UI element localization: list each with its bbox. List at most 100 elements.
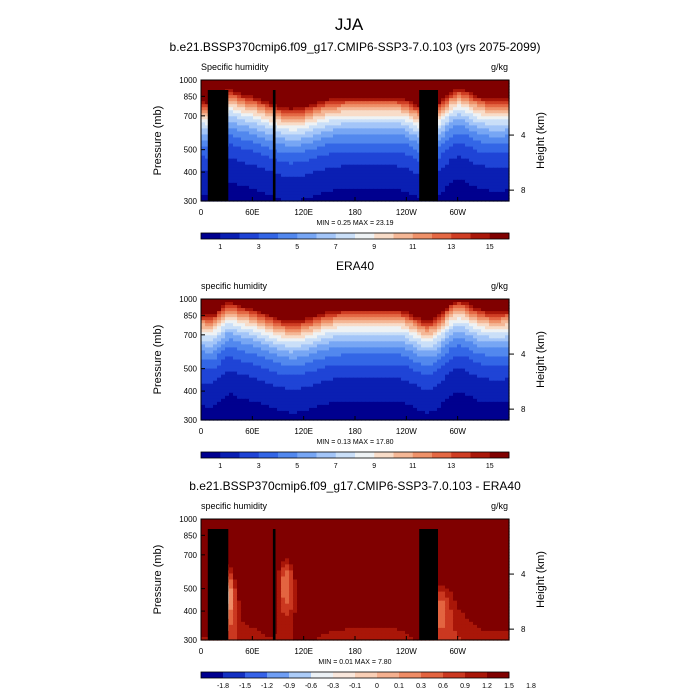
contour-cell [405, 176, 410, 181]
contour-cell [257, 155, 262, 160]
contour-cell [381, 107, 386, 111]
contour-cell [413, 131, 418, 136]
contour-cell [401, 122, 406, 126]
contour-cell [249, 155, 254, 160]
contour-cell [201, 179, 206, 184]
contour-cell [345, 143, 350, 148]
contour-cell [449, 80, 454, 84]
contour-cell [317, 149, 322, 154]
contour-cell [385, 179, 390, 184]
contour-cell [477, 83, 482, 87]
contour-cell [397, 119, 402, 123]
contour-cell [213, 80, 218, 84]
contour-cell [365, 131, 370, 136]
contour-cell [297, 143, 302, 148]
contour-cell [453, 119, 458, 123]
contour-cell [437, 164, 442, 169]
contour-cell [205, 83, 210, 87]
contour-cell [373, 176, 378, 181]
contour-cell [341, 158, 346, 163]
contour-cell [441, 152, 446, 157]
contour-cell [337, 167, 342, 172]
contour-cell [249, 128, 254, 133]
contour-cell [281, 86, 286, 90]
contour-cell [489, 137, 494, 142]
contour-cell [405, 95, 410, 99]
contour-cell [481, 119, 486, 123]
contour-cell [205, 104, 210, 108]
contour-cell [249, 149, 254, 154]
contour-cell [485, 125, 490, 130]
contour-cell [325, 155, 330, 160]
contour-cell [357, 149, 362, 154]
contour-cell [485, 149, 490, 154]
contour-cell [261, 101, 266, 105]
contour-cell [469, 176, 474, 181]
contour-cell [401, 143, 406, 148]
contour-cell [465, 104, 470, 108]
contour-cell [349, 125, 354, 130]
contour-cell [325, 104, 330, 108]
contour-cell [341, 143, 346, 148]
contour-cell [233, 122, 238, 126]
contour-cell [477, 146, 482, 151]
contour-cell [237, 86, 242, 90]
contour-cell [469, 164, 474, 169]
contour-cell [357, 131, 362, 136]
contour-cell [229, 89, 234, 93]
contour-cell [477, 173, 482, 178]
contour-cell [293, 149, 298, 154]
contour-cell [465, 155, 470, 160]
contour-cell [365, 119, 370, 123]
contour-cell [241, 101, 246, 105]
contour-cell [485, 155, 490, 160]
contour-cell [505, 182, 510, 187]
contour-cell [373, 98, 378, 102]
contour-cell [305, 140, 310, 145]
contour-cell [445, 170, 450, 175]
contour-cell [353, 176, 358, 181]
contour-cell [389, 122, 394, 126]
contour-cell [385, 152, 390, 157]
contour-cell [329, 167, 334, 172]
contour-cell [457, 119, 462, 123]
contour-cell [397, 179, 402, 184]
contour-cell [369, 143, 374, 148]
contour-cell [369, 83, 374, 87]
contour-cell [469, 140, 474, 145]
contour-cell [321, 83, 326, 87]
y-tick-label: 1000 [179, 76, 197, 85]
contour-cell [493, 140, 498, 145]
contour-cell [253, 146, 258, 151]
contour-cell [469, 182, 474, 187]
contour-cell [485, 134, 490, 139]
colorbar-swatch [258, 233, 279, 239]
contour-cell [337, 179, 342, 184]
contour-cell [313, 83, 318, 87]
contour-cell [453, 110, 458, 114]
contour-cell [361, 179, 366, 184]
contour-cell [409, 146, 414, 151]
contour-cell [505, 95, 510, 99]
contour-cell [457, 149, 462, 154]
contour-cell [481, 89, 486, 93]
contour-cell [205, 167, 210, 172]
contour-cell [365, 137, 370, 142]
contour-cell [241, 182, 246, 187]
contour-cell [405, 164, 410, 169]
contour-cell [249, 146, 254, 151]
contour-cell [233, 128, 238, 133]
contour-cell [249, 161, 254, 166]
contour-cell [489, 122, 494, 126]
contour-cell [305, 101, 310, 105]
contour-cell [305, 170, 310, 175]
contour-cell [365, 98, 370, 102]
contour-cell [245, 116, 250, 120]
contour-cell [505, 149, 510, 154]
contour-cell [393, 119, 398, 123]
contour-cell [441, 98, 446, 102]
contour-cell [241, 92, 246, 96]
contour-cell [409, 158, 414, 163]
contour-cell [501, 131, 506, 136]
contour-cell [293, 182, 298, 187]
